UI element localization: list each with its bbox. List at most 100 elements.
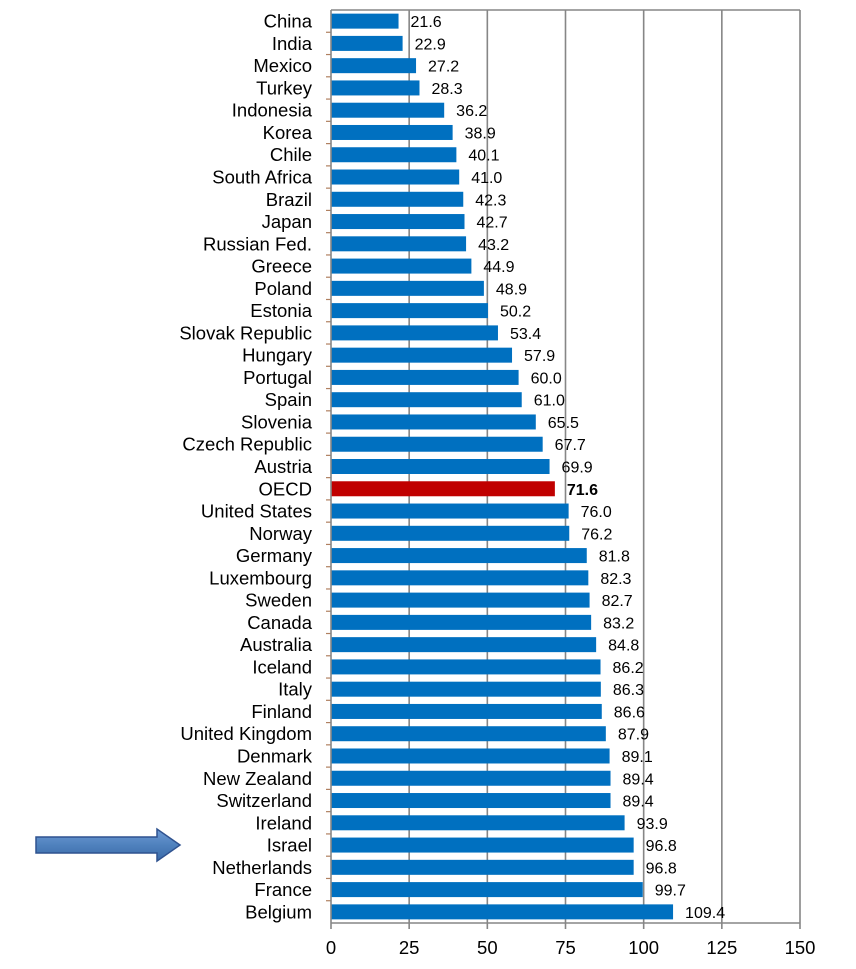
bar-canada	[331, 614, 592, 630]
value-label: 48.9	[496, 281, 527, 298]
x-tick-label: 125	[706, 937, 737, 958]
value-label: 87.9	[618, 727, 649, 744]
value-label: 42.7	[477, 215, 508, 232]
bar-netherlands	[331, 859, 634, 875]
bar-spain	[331, 392, 522, 408]
value-label: 86.6	[614, 704, 645, 721]
category-label: Israel	[267, 835, 312, 856]
value-label: 81.8	[599, 549, 630, 566]
value-label: 44.9	[483, 259, 514, 276]
category-label: Germany	[236, 545, 313, 566]
category-label: Italy	[278, 679, 313, 700]
category-label: Portugal	[243, 367, 312, 388]
bar-slovenia	[331, 414, 536, 430]
value-label: 38.9	[465, 125, 496, 142]
value-label: 42.3	[475, 192, 506, 209]
value-label: 86.2	[613, 660, 644, 677]
bar-hungary	[331, 347, 513, 363]
category-label: Czech Republic	[182, 434, 312, 455]
bar-south-africa	[331, 169, 460, 185]
category-label: Switzerland	[216, 790, 312, 811]
category-label: China	[264, 11, 313, 32]
value-label: 61.0	[534, 393, 565, 410]
bar-belgium	[331, 904, 674, 920]
bar-greece	[331, 258, 472, 274]
category-label: Finland	[251, 701, 312, 722]
value-label: 96.8	[646, 860, 677, 877]
x-tick-label: 0	[326, 937, 336, 958]
category-label: Australia	[240, 634, 313, 655]
bar-estonia	[331, 303, 488, 319]
x-tick-label: 150	[785, 937, 816, 958]
category-label: India	[272, 33, 313, 54]
category-label: Slovak Republic	[179, 322, 312, 343]
category-label: Indonesia	[232, 100, 313, 121]
category-label: Belgium	[245, 901, 312, 922]
value-label: 69.9	[562, 460, 593, 477]
value-label: 76.2	[581, 526, 612, 543]
category-label: Poland	[254, 278, 312, 299]
bar-korea	[331, 124, 453, 140]
bars	[331, 13, 674, 920]
x-tick-label: 25	[399, 937, 420, 958]
category-label: France	[254, 879, 312, 900]
value-label: 89.1	[622, 749, 653, 766]
bar-indonesia	[331, 102, 445, 118]
value-label: 89.4	[623, 794, 654, 811]
category-label: United States	[201, 501, 312, 522]
category-label: Denmark	[237, 745, 313, 766]
value-label: 21.6	[411, 14, 442, 31]
value-label: 43.2	[478, 237, 509, 254]
bar-brazil	[331, 191, 464, 207]
value-label: 86.3	[613, 682, 644, 699]
bar-new-zealand	[331, 770, 611, 786]
value-label: 22.9	[415, 36, 446, 53]
value-label: 41.0	[471, 170, 502, 187]
category-label: Russian Fed.	[203, 233, 312, 254]
bar-switzerland	[331, 793, 611, 809]
category-label: Hungary	[242, 345, 313, 366]
bar-slovak-republic	[331, 325, 498, 341]
category-label: Iceland	[252, 656, 312, 677]
bar-finland	[331, 703, 602, 719]
bar-luxembourg	[331, 570, 589, 586]
category-label: Korea	[263, 122, 313, 143]
value-label: 82.3	[600, 571, 631, 588]
category-label: Brazil	[266, 189, 312, 210]
category-labels: ChinaIndiaMexicoTurkeyIndonesiaKoreaChil…	[179, 11, 312, 923]
bar-poland	[331, 280, 484, 296]
category-label: Netherlands	[212, 857, 312, 878]
bar-india	[331, 35, 403, 51]
bar-oecd	[331, 481, 555, 497]
category-label: Chile	[270, 144, 312, 165]
category-label: Estonia	[250, 300, 312, 321]
category-label: Mexico	[253, 55, 312, 76]
value-label: 89.4	[623, 771, 654, 788]
x-tick-label: 100	[628, 937, 659, 958]
value-label: 65.5	[548, 415, 579, 432]
bar-sweden	[331, 592, 590, 608]
category-label: Luxembourg	[209, 567, 312, 588]
bar-israel	[331, 837, 634, 853]
value-label: 109.4	[685, 905, 725, 922]
value-label: 93.9	[637, 816, 668, 833]
value-label: 36.2	[456, 103, 487, 120]
value-label: 60.0	[531, 370, 562, 387]
bar-germany	[331, 548, 587, 564]
bar-turkey	[331, 80, 420, 96]
category-label: Greece	[251, 256, 312, 277]
category-label: OECD	[259, 478, 312, 499]
value-label: 82.7	[602, 593, 633, 610]
bar-italy	[331, 681, 601, 697]
category-label: United Kingdom	[180, 723, 312, 744]
bar-austria	[331, 459, 550, 474]
x-tick-label: 50	[477, 937, 498, 958]
bar-denmark	[331, 748, 610, 764]
annotation	[35, 827, 182, 863]
bar-united-states	[331, 503, 569, 519]
bar-iceland	[331, 659, 601, 675]
bar-czech-republic	[331, 436, 543, 452]
value-label: 99.7	[655, 883, 686, 900]
axes	[326, 9, 801, 929]
